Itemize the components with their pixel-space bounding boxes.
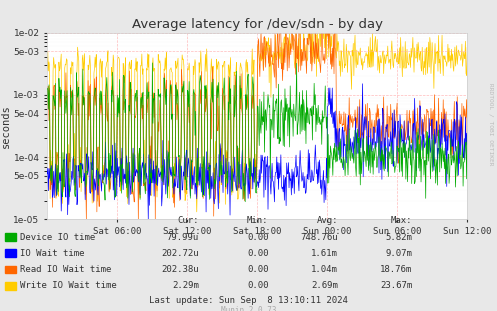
Text: 748.76u: 748.76u bbox=[300, 233, 338, 242]
Y-axis label: seconds: seconds bbox=[0, 104, 10, 148]
Text: 0.00: 0.00 bbox=[247, 249, 268, 258]
Text: 79.99u: 79.99u bbox=[166, 233, 199, 242]
Text: 0.00: 0.00 bbox=[247, 233, 268, 242]
Text: 202.72u: 202.72u bbox=[161, 249, 199, 258]
Text: 2.29m: 2.29m bbox=[172, 281, 199, 290]
Text: Read IO Wait time: Read IO Wait time bbox=[20, 265, 111, 274]
Text: IO Wait time: IO Wait time bbox=[20, 249, 84, 258]
Text: Min:: Min: bbox=[247, 216, 268, 225]
Text: Device IO time: Device IO time bbox=[20, 233, 95, 242]
Text: Avg:: Avg: bbox=[317, 216, 338, 225]
Text: Max:: Max: bbox=[391, 216, 413, 225]
Text: 18.76m: 18.76m bbox=[380, 265, 413, 274]
Text: 23.67m: 23.67m bbox=[380, 281, 413, 290]
Text: Munin 2.0.73: Munin 2.0.73 bbox=[221, 306, 276, 311]
Text: 5.82m: 5.82m bbox=[386, 233, 413, 242]
Text: 1.61m: 1.61m bbox=[311, 249, 338, 258]
Text: 202.38u: 202.38u bbox=[161, 265, 199, 274]
Title: Average latency for /dev/sdn - by day: Average latency for /dev/sdn - by day bbox=[132, 18, 383, 31]
Text: Cur:: Cur: bbox=[177, 216, 199, 225]
Text: Write IO Wait time: Write IO Wait time bbox=[20, 281, 117, 290]
Text: 0.00: 0.00 bbox=[247, 281, 268, 290]
Text: 0.00: 0.00 bbox=[247, 265, 268, 274]
Text: Last update: Sun Sep  8 13:10:11 2024: Last update: Sun Sep 8 13:10:11 2024 bbox=[149, 295, 348, 304]
Text: RRDTOOL / TOBI OETIKER: RRDTOOL / TOBI OETIKER bbox=[489, 83, 494, 166]
Text: 9.07m: 9.07m bbox=[386, 249, 413, 258]
Text: 2.69m: 2.69m bbox=[311, 281, 338, 290]
Text: 1.04m: 1.04m bbox=[311, 265, 338, 274]
